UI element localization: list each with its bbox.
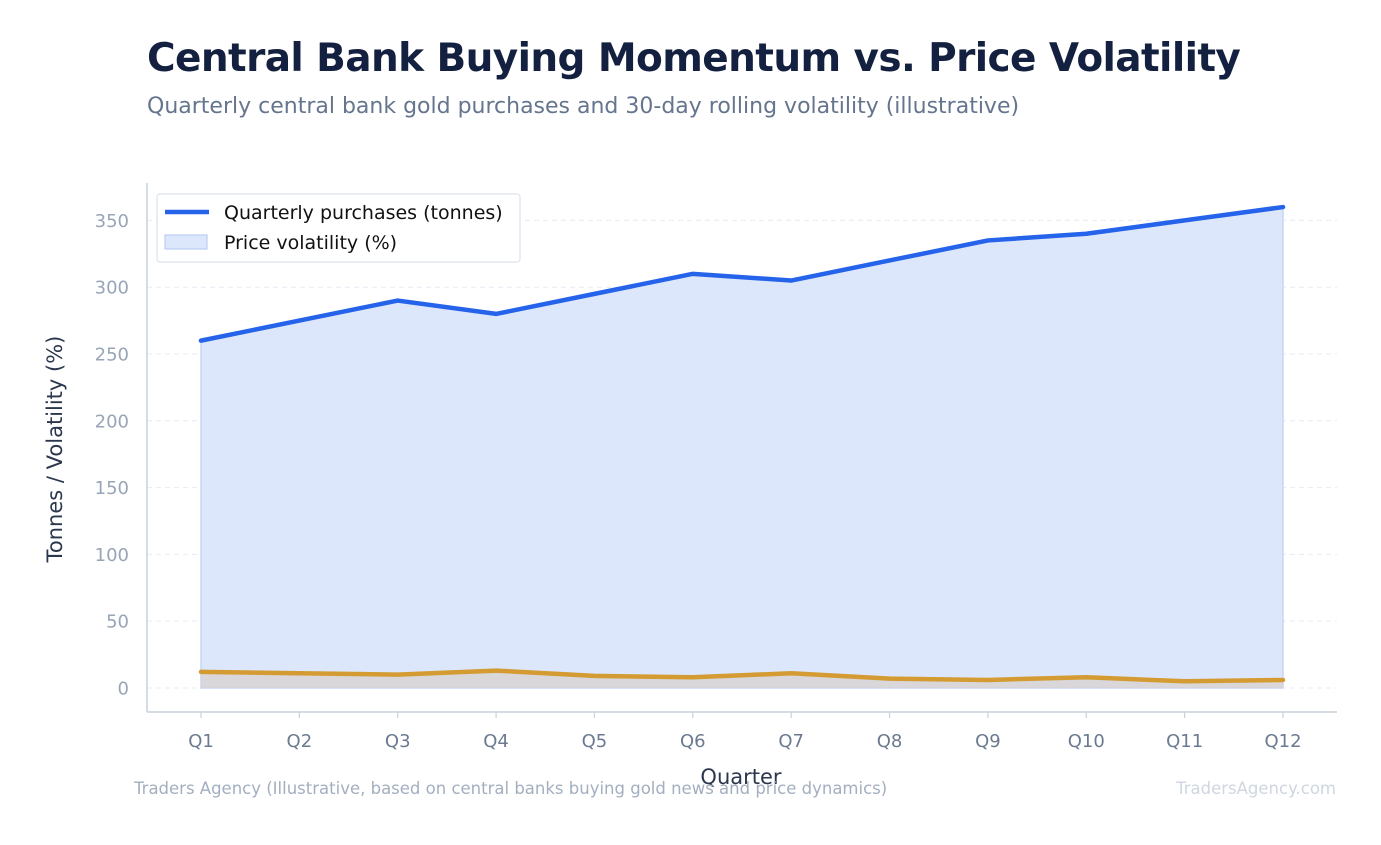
series-line-0 <box>198 204 1286 343</box>
axes <box>146 183 1337 718</box>
legend-box <box>156 193 521 263</box>
y-tick-label-300: 300 <box>95 278 129 299</box>
y-tick-label-0: 0 <box>118 678 129 699</box>
x-tick-label-Q1: Q1 <box>188 731 214 752</box>
y-tick-label-50: 50 <box>106 612 129 633</box>
series-lines <box>198 204 1286 684</box>
legend-label-0: Quarterly purchases (tonnes) <box>224 202 503 224</box>
x-tick-label-Q10: Q10 <box>1068 731 1105 752</box>
chart-title: Central Bank Buying Momentum vs. Price V… <box>147 36 1241 81</box>
x-tick-label-Q4: Q4 <box>483 731 509 752</box>
x-tick-label-Q3: Q3 <box>385 731 411 752</box>
x-axis-label: Quarter <box>700 765 781 789</box>
x-tick-label-Q12: Q12 <box>1264 731 1301 752</box>
source-note: Traders Agency (Illustrative, based on c… <box>134 779 888 798</box>
x-tick-labels: Q1 Q2 Q3 Q4 Q5 Q6 Q7 Q8 Q9 Q10 Q11 Q12 <box>188 731 1301 752</box>
legend-label-1: Price volatility (%) <box>224 232 397 254</box>
legend-swatch-1 <box>164 234 208 250</box>
x-tick-label-Q11: Q11 <box>1166 731 1203 752</box>
x-tick-label-Q6: Q6 <box>680 731 706 752</box>
series-area-1 <box>201 670 1283 688</box>
y-tick-labels: 0 50 100 150 200 250 300 350 <box>95 211 129 700</box>
brand-watermark: TradersAgency.com <box>1176 779 1336 798</box>
y-axis-label: Tonnes / Volatility (%) <box>43 336 67 564</box>
legend: Quarterly purchases (tonnes) Price volati… <box>156 193 521 263</box>
x-tick-label-Q7: Q7 <box>778 731 804 752</box>
x-tick-label-Q9: Q9 <box>975 731 1001 752</box>
y-tick-label-200: 200 <box>95 411 129 432</box>
chart-subtitle: Quarterly central bank gold purchases an… <box>147 94 1020 119</box>
series-line-1 <box>198 668 1286 684</box>
x-tick-label-Q2: Q2 <box>287 731 313 752</box>
y-tick-label-150: 150 <box>95 478 129 499</box>
y-tick-label-100: 100 <box>95 545 129 566</box>
x-tick-label-Q5: Q5 <box>582 731 608 752</box>
x-tick-label-Q8: Q8 <box>877 731 903 752</box>
y-tick-label-250: 250 <box>95 344 129 365</box>
y-tick-label-350: 350 <box>95 211 129 232</box>
